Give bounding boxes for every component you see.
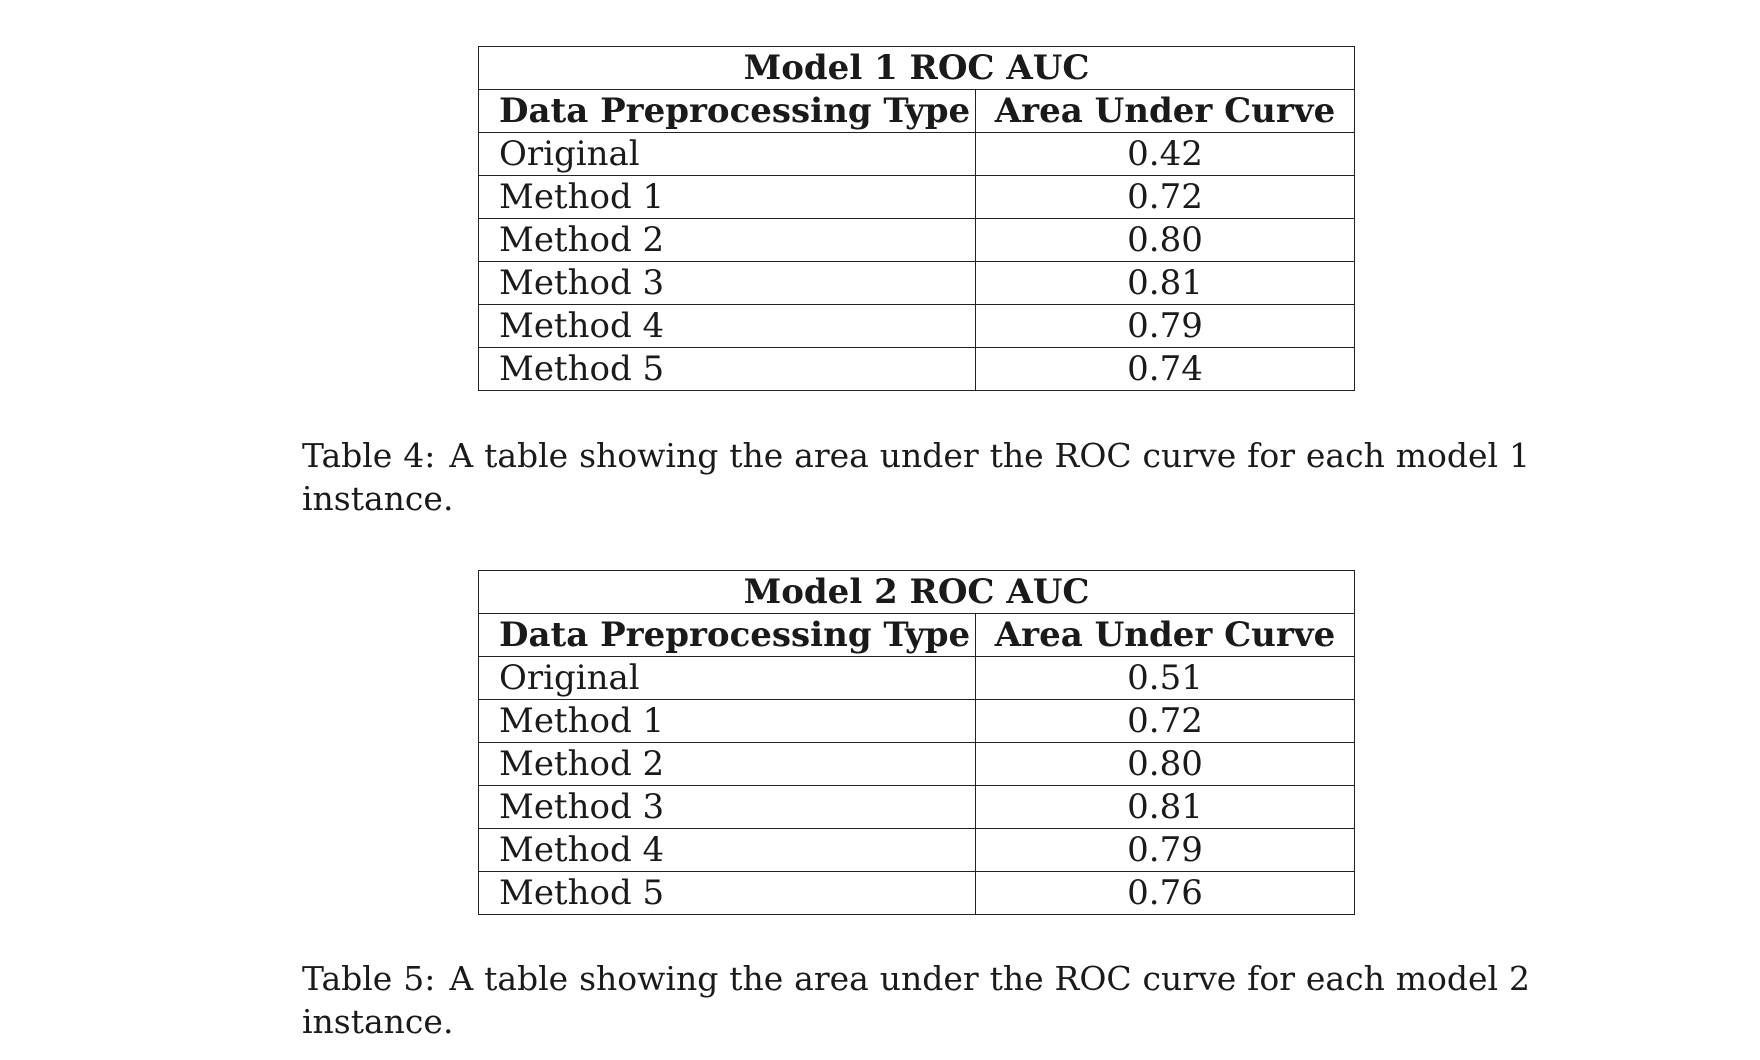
table-header-row: Data Preprocessing Type Area Under Curve	[478, 89, 1356, 133]
table-4-container: Model 1 ROC AUC Data Preprocessing Type …	[477, 46, 1356, 391]
table-title: Model 1 ROC AUC	[477, 46, 1356, 90]
model-2-auc-table: Model 2 ROC AUC Data Preprocessing Type …	[477, 570, 1356, 915]
preprocessing-type-cell: Method 3	[478, 785, 976, 829]
auc-value-cell: 0.72	[974, 699, 1356, 743]
table-row: Method 1 0.72	[478, 699, 1356, 743]
column-header-preprocessing-type: Data Preprocessing Type	[478, 89, 976, 133]
preprocessing-type-cell: Method 2	[478, 218, 976, 262]
caption-label: Table 4:	[302, 436, 436, 475]
table-row: Method 3 0.81	[478, 785, 1356, 829]
auc-value-cell: 0.51	[974, 656, 1356, 700]
table-4-caption: Table 4: A table showing the area under t…	[302, 434, 1530, 520]
auc-value-cell: 0.80	[974, 218, 1356, 262]
preprocessing-type-cell: Original	[478, 656, 976, 700]
table-header-row: Data Preprocessing Type Area Under Curve	[478, 613, 1356, 657]
table-title-row: Model 1 ROC AUC	[477, 46, 1356, 90]
table-row: Method 3 0.81	[478, 261, 1356, 305]
preprocessing-type-cell: Method 5	[478, 871, 976, 915]
auc-value-cell: 0.79	[974, 304, 1356, 348]
table-row: Original 0.51	[478, 656, 1356, 700]
column-header-area-under-curve: Area Under Curve	[974, 613, 1356, 657]
table-5-container: Model 2 ROC AUC Data Preprocessing Type …	[477, 570, 1356, 915]
table-row: Method 2 0.80	[478, 218, 1356, 262]
auc-value-cell: 0.42	[974, 132, 1356, 176]
table-row: Method 5 0.74	[478, 347, 1356, 391]
preprocessing-type-cell: Method 1	[478, 699, 976, 743]
auc-value-cell: 0.74	[974, 347, 1356, 391]
caption-label: Table 5:	[302, 959, 436, 998]
auc-value-cell: 0.76	[974, 871, 1356, 915]
auc-value-cell: 0.79	[974, 828, 1356, 872]
column-header-preprocessing-type: Data Preprocessing Type	[478, 613, 976, 657]
preprocessing-type-cell: Method 3	[478, 261, 976, 305]
preprocessing-type-cell: Method 5	[478, 347, 976, 391]
caption-text: A table showing the area under the ROC c…	[302, 436, 1530, 518]
auc-value-cell: 0.81	[974, 785, 1356, 829]
table-row: Method 4 0.79	[478, 828, 1356, 872]
table-title: Model 2 ROC AUC	[477, 570, 1356, 614]
table-row: Original 0.42	[478, 132, 1356, 176]
table-row: Method 5 0.76	[478, 871, 1356, 915]
caption-text: A table showing the area under the ROC c…	[302, 959, 1530, 1041]
column-header-area-under-curve: Area Under Curve	[974, 89, 1356, 133]
table-row: Method 1 0.72	[478, 175, 1356, 219]
auc-value-cell: 0.80	[974, 742, 1356, 786]
model-1-auc-table: Model 1 ROC AUC Data Preprocessing Type …	[477, 46, 1356, 391]
table-row: Method 2 0.80	[478, 742, 1356, 786]
auc-value-cell: 0.72	[974, 175, 1356, 219]
table-5-caption: Table 5: A table showing the area under t…	[302, 957, 1530, 1043]
table-row: Method 4 0.79	[478, 304, 1356, 348]
preprocessing-type-cell: Method 4	[478, 304, 976, 348]
preprocessing-type-cell: Method 2	[478, 742, 976, 786]
preprocessing-type-cell: Method 1	[478, 175, 976, 219]
table-title-row: Model 2 ROC AUC	[477, 570, 1356, 614]
auc-value-cell: 0.81	[974, 261, 1356, 305]
preprocessing-type-cell: Method 4	[478, 828, 976, 872]
preprocessing-type-cell: Original	[478, 132, 976, 176]
